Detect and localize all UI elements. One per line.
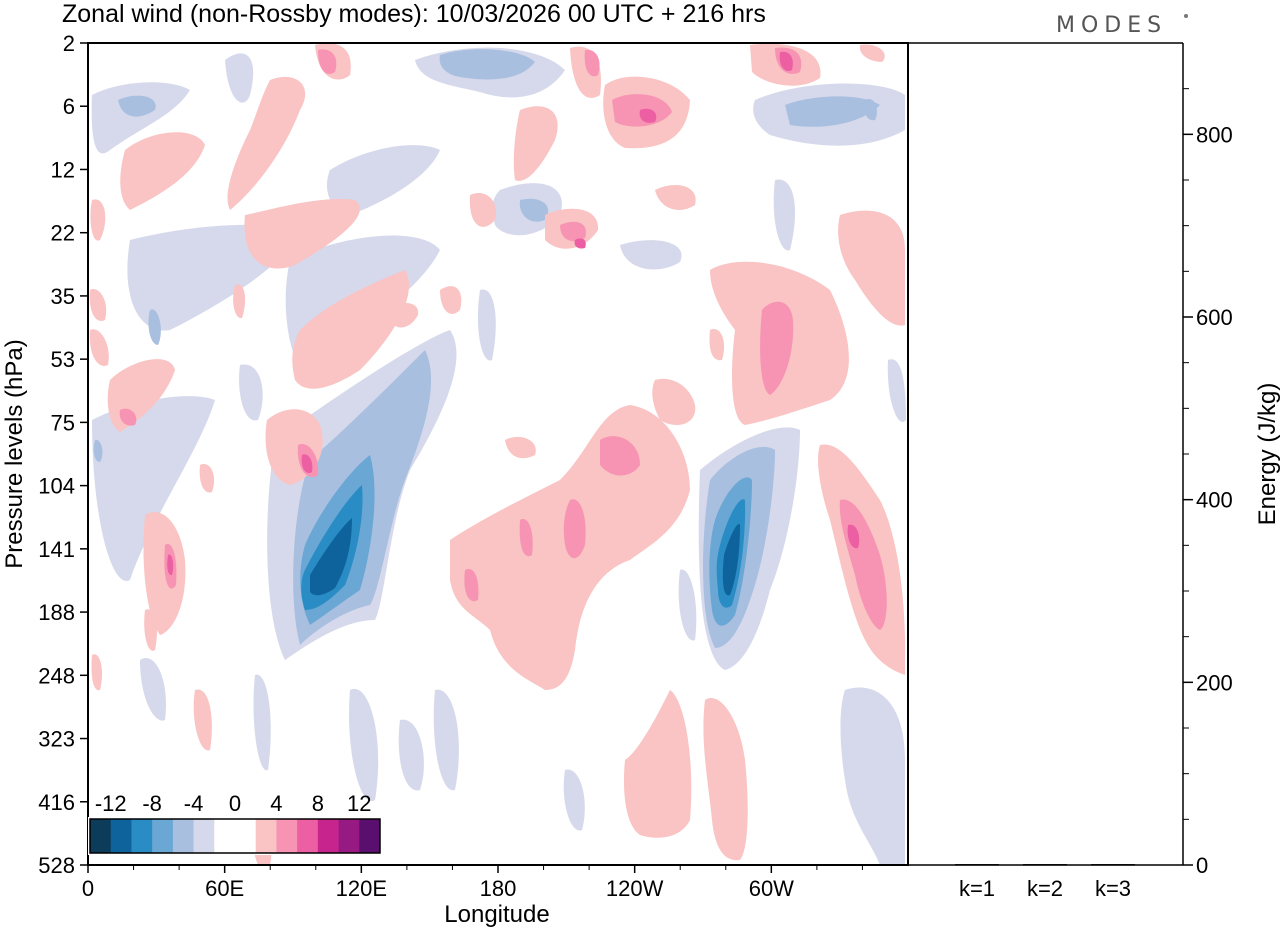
energy-tick-label: 0 [1196, 853, 1208, 878]
colorbar-swatch [276, 819, 298, 853]
colorbar-swatch [90, 819, 112, 853]
x-tick-label: 120W [606, 876, 664, 901]
y-tick-label: 104 [38, 474, 75, 499]
energy-tick-label: 800 [1196, 122, 1233, 147]
x-tick-label: 120E [336, 876, 387, 901]
x-tick-label: 60W [749, 876, 794, 901]
chart-title: Zonal wind (non-Rossby modes): 10/03/202… [62, 0, 766, 28]
colorbar-swatch [317, 819, 340, 853]
x-axis: 0 60E 120E 180 120W 60W [82, 865, 863, 901]
colorbar-swatch [110, 819, 132, 853]
max-easterly-cores [310, 518, 740, 596]
colorbar-label: 4 [270, 791, 282, 816]
energy-category-label: k=2 [1027, 876, 1063, 901]
energy-panel: 0 200 400 600 800 k=1 k=2 k=3 [908, 42, 1233, 901]
y-tick-label: 248 [38, 663, 75, 688]
y-tick-label: 528 [38, 853, 75, 878]
energy-bar [955, 864, 999, 866]
moderate-westerly-areas [119, 47, 887, 630]
energy-tick-label: 200 [1196, 670, 1233, 695]
colorbar-swatch [193, 819, 215, 853]
y-axis: 2 6 12 22 35 53 75 104 141 188 248 323 416 528 [38, 31, 88, 878]
colorbar-swatch [131, 819, 153, 853]
y-tick-label: 6 [63, 94, 75, 119]
energy-ticks: 0 200 400 600 800 [1183, 88, 1233, 878]
colorbar-swatch [297, 819, 319, 853]
y-tick-label: 323 [38, 727, 75, 752]
colorbar-swatch [214, 819, 236, 853]
y-tick-label: 53 [51, 347, 75, 372]
energy-bar [1091, 864, 1135, 866]
y-tick-label: 188 [38, 600, 75, 625]
strong-westerly-areas [167, 51, 860, 576]
colorbar-swatch [172, 819, 195, 853]
brand-logo: MODES [1056, 13, 1167, 38]
colorbar-label: 12 [347, 791, 371, 816]
colorbar-label: 0 [229, 791, 241, 816]
colorbar-label: 8 [312, 791, 324, 816]
energy-bar [1023, 864, 1067, 866]
colorbar-swatch [359, 819, 381, 853]
energy-axis-label: Energy (J/kg) [1254, 383, 1280, 526]
y-tick-label: 12 [51, 157, 75, 182]
brand-dot [1184, 14, 1188, 18]
x-tick-label: 180 [480, 876, 517, 901]
colorbar-swatch [255, 819, 277, 853]
energy-tick-label: 400 [1196, 488, 1233, 513]
energy-bars: k=1 k=2 k=3 [955, 864, 1135, 901]
x-tick-label: 0 [82, 876, 94, 901]
colorbar-label: -12 [95, 791, 127, 816]
x-axis-label: Longitude [444, 901, 549, 928]
y-tick-label: 141 [38, 537, 75, 562]
colorbar-label: -4 [184, 791, 204, 816]
contour-field [88, 43, 908, 865]
colorbar-swatch [338, 819, 360, 853]
y-axis-label: Pressure levels (hPa) [1, 339, 28, 568]
y-tick-label: 2 [63, 31, 75, 56]
colorbar-swatch [152, 819, 174, 853]
y-tick-label: 35 [51, 284, 75, 309]
energy-category-label: k=3 [1095, 876, 1131, 901]
energy-category-label: k=1 [959, 876, 995, 901]
colorbar: -12 -8 -4 0 4 8 12 [88, 791, 382, 855]
x-tick-label: 60E [205, 876, 244, 901]
y-tick-label: 75 [51, 410, 75, 435]
y-tick-label: 416 [38, 790, 75, 815]
energy-tick-label: 600 [1196, 305, 1233, 330]
colorbar-swatch [235, 819, 257, 853]
y-tick-label: 22 [51, 221, 75, 246]
colorbar-label: -8 [142, 791, 162, 816]
colorbar-frame [89, 818, 381, 854]
